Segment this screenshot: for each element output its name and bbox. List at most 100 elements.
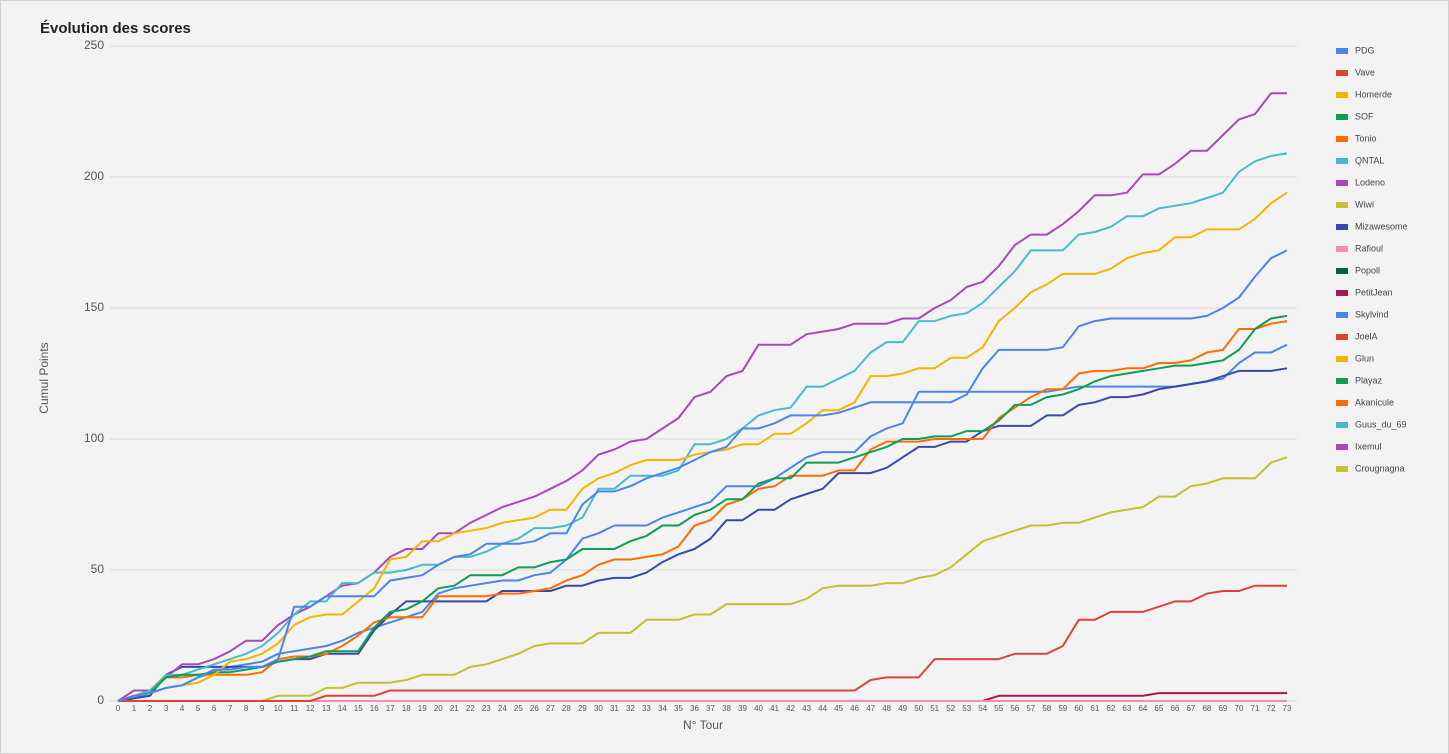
legend-swatch xyxy=(1336,268,1348,274)
x-tick-label: 20 xyxy=(434,704,443,713)
y-tick-label: 50 xyxy=(91,562,105,576)
x-tick-label: 9 xyxy=(260,704,265,713)
x-tick-label: 12 xyxy=(306,704,315,713)
legend-label: JoelA xyxy=(1355,331,1378,341)
legend-label: Ixemul xyxy=(1355,441,1382,451)
legend-swatch xyxy=(1336,202,1348,208)
x-tick-label: 30 xyxy=(594,704,603,713)
legend-label: Glun xyxy=(1355,353,1374,363)
series-line xyxy=(117,191,1288,702)
x-tick-label: 24 xyxy=(498,704,507,713)
x-tick-label: 66 xyxy=(1170,704,1179,713)
x-tick-label: 73 xyxy=(1283,704,1292,713)
y-tick-label: 200 xyxy=(84,169,104,183)
x-tick-label: 17 xyxy=(386,704,395,713)
series-line xyxy=(117,343,1288,702)
x-tick-label: 18 xyxy=(402,704,411,713)
x-tick-label: 2 xyxy=(148,704,153,713)
legend-swatch xyxy=(1336,224,1348,230)
x-tick-label: 41 xyxy=(770,704,779,713)
x-tick-label: 36 xyxy=(690,704,699,713)
x-tick-label: 25 xyxy=(514,704,523,713)
x-tick-label: 70 xyxy=(1235,704,1244,713)
legend-label: PDG xyxy=(1355,45,1375,55)
x-tick-label: 71 xyxy=(1251,704,1260,713)
x-tick-label: 56 xyxy=(1010,704,1019,713)
x-tick-label: 61 xyxy=(1090,704,1099,713)
x-tick-label: 32 xyxy=(626,704,635,713)
x-tick-label: 7 xyxy=(228,704,233,713)
legend-label: SOF xyxy=(1355,111,1374,121)
x-tick-label: 47 xyxy=(866,704,875,713)
legend-swatch xyxy=(1336,48,1348,54)
series-line xyxy=(117,314,1288,702)
legend-swatch xyxy=(1336,312,1348,318)
legend-label: Crougnagna xyxy=(1355,463,1405,473)
legend-label: Popoll xyxy=(1355,265,1380,275)
x-tick-label: 55 xyxy=(994,704,1003,713)
x-tick-label: 63 xyxy=(1122,704,1131,713)
legend-label: Homerde xyxy=(1355,89,1392,99)
x-tick-label: 23 xyxy=(482,704,491,713)
legend-swatch xyxy=(1336,334,1348,340)
x-tick-label: 42 xyxy=(786,704,795,713)
legend-swatch xyxy=(1336,290,1348,296)
x-tick-label: 39 xyxy=(738,704,747,713)
legend-label: Playaz xyxy=(1355,375,1383,385)
x-tick-label: 0 xyxy=(116,704,121,713)
x-tick-label: 29 xyxy=(578,704,587,713)
x-tick-label: 34 xyxy=(658,704,667,713)
legend-swatch xyxy=(1336,92,1348,98)
legend-swatch xyxy=(1336,356,1348,362)
legend-swatch xyxy=(1336,378,1348,384)
x-tick-label: 54 xyxy=(978,704,987,713)
legend-swatch xyxy=(1336,158,1348,164)
legend-swatch xyxy=(1336,70,1348,76)
x-tick-label: 38 xyxy=(722,704,731,713)
x-tick-label: 14 xyxy=(338,704,347,713)
x-tick-label: 58 xyxy=(1042,704,1051,713)
x-tick-label: 26 xyxy=(530,704,539,713)
legend-label: Lodeno xyxy=(1355,177,1385,187)
series-line xyxy=(117,249,1288,702)
legend-swatch xyxy=(1336,444,1348,450)
x-tick-label: 57 xyxy=(1026,704,1035,713)
x-tick-label: 4 xyxy=(180,704,185,713)
legend-swatch xyxy=(1336,466,1348,472)
x-tick-label: 21 xyxy=(450,704,459,713)
x-tick-label: 16 xyxy=(370,704,379,713)
legend-swatch xyxy=(1336,180,1348,186)
x-tick-label: 45 xyxy=(834,704,843,713)
y-tick-label: 0 xyxy=(97,693,104,707)
x-tick-label: 31 xyxy=(610,704,619,713)
x-tick-label: 43 xyxy=(802,704,811,713)
legend-swatch xyxy=(1336,114,1348,120)
chart-title: Évolution des scores xyxy=(40,20,191,37)
legend-label: Tonio xyxy=(1355,133,1377,143)
x-tick-label: 46 xyxy=(850,704,859,713)
x-tick-label: 5 xyxy=(196,704,201,713)
x-tick-label: 67 xyxy=(1186,704,1195,713)
legend-swatch xyxy=(1336,422,1348,428)
x-tick-label: 37 xyxy=(706,704,715,713)
legend-label: Vave xyxy=(1355,67,1375,77)
x-tick-label: 68 xyxy=(1202,704,1211,713)
legend-swatch xyxy=(1336,136,1348,142)
x-tick-label: 44 xyxy=(818,704,827,713)
legend-label: Mizawesome xyxy=(1355,221,1408,231)
x-tick-label: 60 xyxy=(1074,704,1083,713)
legend-label: PetitJean xyxy=(1355,287,1393,297)
x-tick-label: 35 xyxy=(674,704,683,713)
legend-swatch xyxy=(1336,400,1348,406)
x-tick-label: 59 xyxy=(1058,704,1067,713)
x-tick-label: 6 xyxy=(212,704,217,713)
x-tick-label: 53 xyxy=(962,704,971,713)
x-tick-label: 15 xyxy=(354,704,363,713)
x-axis-label: N° Tour xyxy=(683,718,723,732)
x-tick-label: 40 xyxy=(754,704,763,713)
x-tick-label: 49 xyxy=(898,704,907,713)
series-line xyxy=(118,456,1288,702)
x-tick-label: 28 xyxy=(562,704,571,713)
x-tick-label: 27 xyxy=(546,704,555,713)
